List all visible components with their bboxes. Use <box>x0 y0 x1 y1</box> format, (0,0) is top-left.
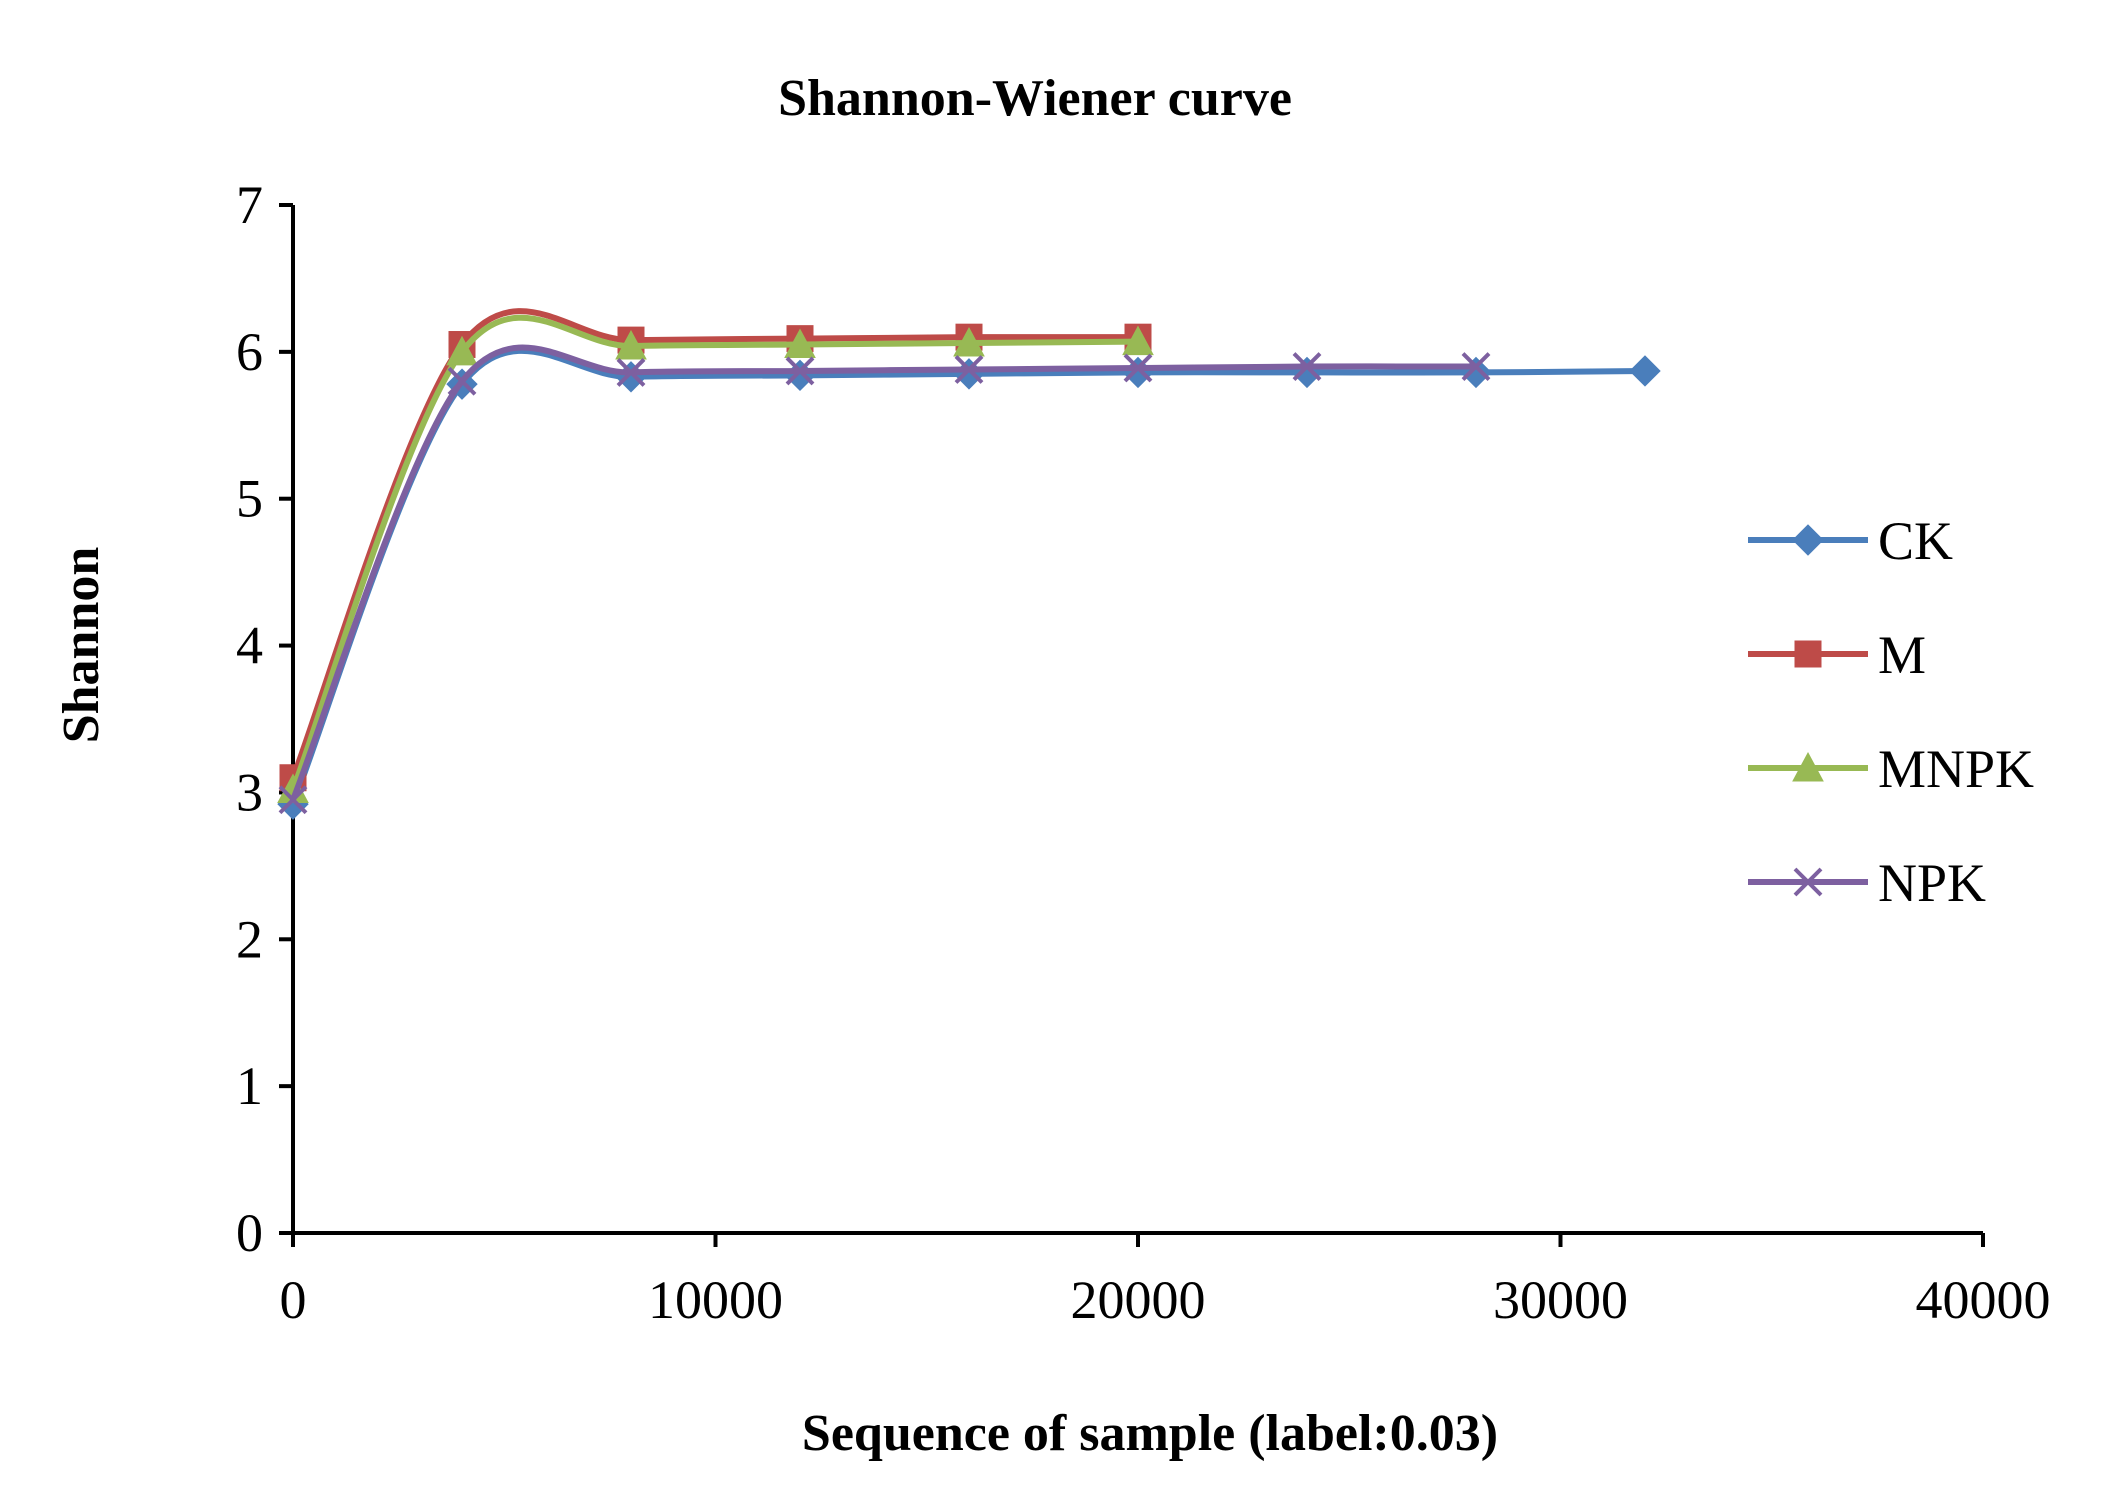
y-tick-label: 2 <box>236 909 263 969</box>
x-axis-title: Sequence of sample (label:0.03) <box>802 1405 1498 1462</box>
legend-item-m: M <box>1748 625 1926 685</box>
axes: 0 1 2 3 4 5 6 7 0 10000 20000 30000 40000 <box>236 175 2051 1330</box>
legend-item-ck: CK <box>1748 511 1953 571</box>
y-tick-label: 4 <box>236 616 263 676</box>
legend-marker-m <box>1794 640 1822 668</box>
legend-marker-mnpk <box>1792 751 1824 782</box>
data-point-ck <box>784 359 816 392</box>
legend-label-m: M <box>1878 625 1926 685</box>
data-point-ck <box>1122 356 1154 389</box>
legend-label-ck: CK <box>1878 511 1953 571</box>
plot-area <box>277 308 1661 820</box>
y-tick-label: 0 <box>236 1203 263 1263</box>
x-tick-label: 40000 <box>1916 1270 2051 1330</box>
x-tick-label: 30000 <box>1493 1270 1628 1330</box>
series-mnpk <box>277 314 1154 803</box>
series-npk <box>278 344 1491 815</box>
data-point-mnpk <box>615 329 647 360</box>
data-point-ck <box>1291 356 1323 389</box>
legend-label-mnpk: MNPK <box>1878 739 2034 799</box>
legend-marker-ck <box>1792 524 1824 556</box>
y-tick-label: 7 <box>236 175 263 235</box>
y-tick-label: 6 <box>236 322 263 382</box>
data-point-ck <box>1460 356 1492 389</box>
data-point-npk <box>447 366 477 396</box>
legend-marker-npk <box>1793 867 1823 897</box>
legend: CK M MNPK NPK <box>1748 511 2034 913</box>
data-point-npk <box>1461 352 1491 381</box>
data-point-npk <box>785 356 815 386</box>
x-tick-label: 20000 <box>1071 1270 1206 1330</box>
data-point-npk <box>954 355 984 384</box>
data-point-npk <box>1292 352 1322 381</box>
legend-label-npk: NPK <box>1878 853 1986 913</box>
legend-item-npk: NPK <box>1748 853 1986 913</box>
data-point-npk <box>1123 353 1153 383</box>
y-tick-label: 5 <box>236 469 263 529</box>
y-tick-label: 3 <box>236 762 263 822</box>
x-tick-label: 10000 <box>648 1270 783 1330</box>
data-point-npk <box>616 358 646 387</box>
data-point-mnpk <box>784 328 816 359</box>
data-point-mnpk <box>446 335 478 366</box>
data-point-mnpk <box>953 326 985 357</box>
x-tick-label: 0 <box>280 1270 307 1330</box>
series-ck <box>277 347 1661 820</box>
data-point-mnpk <box>1122 325 1154 356</box>
data-point-npk <box>278 785 308 815</box>
data-point-ck <box>1629 355 1661 387</box>
data-point-ck <box>953 358 985 390</box>
chart-title: Shannon-Wiener curve <box>778 70 1292 127</box>
series-line-mnpk <box>290 314 1141 793</box>
data-point-ck <box>615 361 647 393</box>
y-axis-title: Shannon <box>53 547 110 744</box>
series-line-npk <box>290 344 1479 803</box>
legend-item-mnpk: MNPK <box>1748 739 2034 799</box>
series-m <box>279 308 1152 792</box>
series-line-m <box>290 308 1141 781</box>
y-tick-label: 1 <box>236 1056 263 1116</box>
series-line-ck <box>290 347 1648 808</box>
